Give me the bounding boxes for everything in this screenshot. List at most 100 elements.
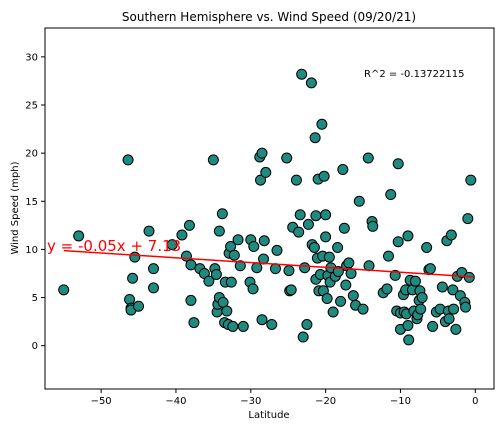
data-point [283,265,295,277]
data-point [148,263,160,275]
data-point [255,174,267,186]
data-point [127,272,139,284]
data-point [343,257,355,269]
data-point [381,283,393,295]
plot-frame [44,27,495,390]
data-point [285,284,297,296]
data-point [392,236,404,248]
x-axis-label: Latitude [248,410,289,421]
data-point [460,301,472,313]
data-point [210,268,222,280]
data-point [297,331,309,343]
data-point [73,230,85,242]
x-tick-label: 0 [472,396,478,407]
data-point [266,319,278,331]
data-point [302,218,314,230]
data-point [310,210,322,222]
data-point [447,284,459,296]
y-tick-label: 15 [25,197,38,208]
data-points [58,68,477,346]
data-point [402,319,414,331]
data-point [415,303,427,315]
data-point [403,334,415,346]
data-point [216,208,228,220]
data-point [185,294,197,306]
data-point [320,209,332,221]
data-point [421,241,433,253]
data-point [465,174,477,186]
data-point [308,241,320,253]
data-point [256,314,268,326]
data-point [294,209,306,221]
data-point [299,262,311,274]
data-point [382,250,394,262]
data-point [402,230,414,242]
data-point [338,222,350,234]
data-point [332,241,344,253]
y-tick-label: 10 [25,245,38,256]
data-point [337,164,349,176]
data-point [133,300,145,312]
data-point [309,132,321,144]
data-point [227,320,239,332]
data-point [143,225,155,237]
data-point [353,195,365,207]
data-point [357,303,369,315]
data-point [296,68,308,80]
regression-equation: y = -0.05x + 7.13 [47,237,181,255]
data-point [176,229,188,241]
data-point [367,220,379,232]
data-point [271,244,283,256]
data-point [323,251,335,263]
data-point [443,313,455,325]
data-point [316,118,328,130]
data-point [188,317,200,329]
x-tick-label: −30 [240,396,261,407]
data-point [362,152,374,164]
data-point [340,279,352,291]
data-point [409,275,421,287]
data-point [448,303,460,315]
data-point [122,154,134,166]
regression-line [63,249,474,278]
data-point [148,282,160,294]
data-point [301,319,313,331]
data-point [251,262,263,274]
data-point [290,174,302,186]
y-tick-label: 30 [25,52,38,63]
data-point [347,290,359,302]
y-tick-label: 25 [25,101,38,112]
data-point [450,323,462,335]
chart-title: Southern Hemisphere vs. Wind Speed (09/2… [122,10,416,24]
data-point [327,306,339,318]
data-point [213,225,225,237]
data-point [305,77,317,89]
data-point [385,189,397,201]
data-point [58,284,70,296]
y-axis-ticks: 0 5 10 15 20 25 30 [25,52,45,352]
data-point [166,239,178,251]
data-point [436,281,448,293]
data-point [293,226,305,238]
data-point [416,292,428,304]
x-tick-label: −20 [315,396,336,407]
y-tick-label: 20 [25,149,38,160]
y-tick-label: 5 [32,293,38,304]
x-axis-ticks: −50 −40 −30 −20 −10 0 [91,389,478,407]
data-point [232,234,244,246]
data-point [221,305,233,317]
data-point [225,276,237,288]
data-point [320,231,332,243]
data-point [281,152,293,164]
x-tick-label: −10 [390,396,411,407]
data-point [228,249,240,261]
y-axis-label: Wind Speed (mph) [10,161,21,254]
data-point [462,213,474,225]
data-point [256,147,268,159]
data-point [185,259,197,271]
data-point [445,229,457,241]
data-point [237,320,249,332]
data-point [392,158,404,170]
r-squared-label: R^2 = -0.13722115 [364,69,464,80]
